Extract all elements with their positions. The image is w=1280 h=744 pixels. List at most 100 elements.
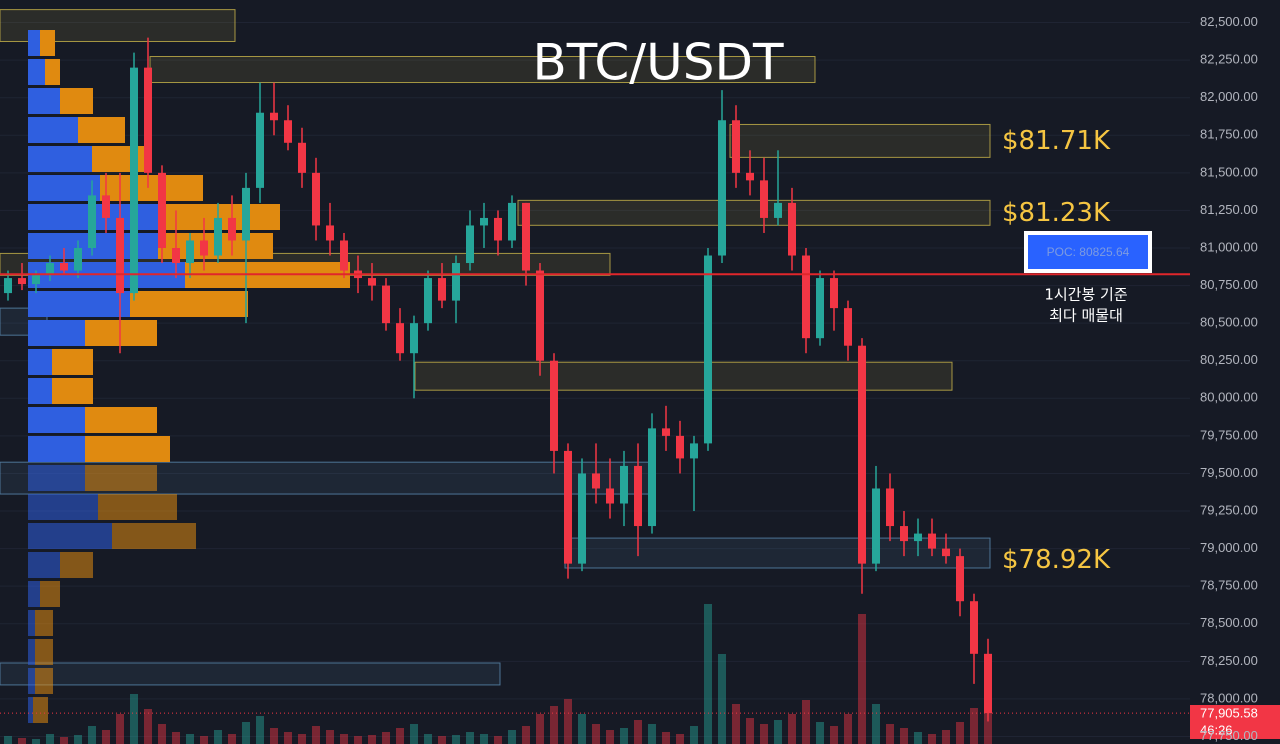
- profile-sell: [35, 668, 53, 694]
- y-tick-label: 79,500.00: [1200, 465, 1258, 480]
- profile-buy: [28, 494, 98, 520]
- profile-buy: [28, 378, 52, 404]
- profile-buy: [28, 59, 45, 85]
- candle-body: [942, 548, 950, 557]
- candle-body: [242, 187, 250, 241]
- candle-body: [46, 263, 54, 276]
- volume-bar: [298, 734, 306, 744]
- overlay: $81.71K $81.23K $78.92K POC: 80825.64 1시간봉 기…: [0, 126, 1280, 739]
- volume-bar: [466, 732, 474, 744]
- volume-bar: [788, 714, 796, 744]
- volume-bar: [550, 706, 558, 744]
- profile-buy: [28, 465, 85, 491]
- profile-buy: [28, 88, 60, 114]
- y-tick-label: 80,500.00: [1200, 315, 1258, 330]
- profile-buy: [28, 697, 33, 723]
- candles: [4, 37, 992, 722]
- volume-bar: [396, 728, 404, 744]
- y-tick-label: 81,500.00: [1200, 164, 1258, 179]
- candle-body: [704, 255, 712, 444]
- poc-note: 1시간봉 기준: [1044, 286, 1128, 304]
- profile-sell: [85, 436, 170, 462]
- profile-sell: [100, 175, 203, 201]
- profile-buy: [28, 320, 85, 346]
- y-tick-label: 78,750.00: [1200, 578, 1258, 593]
- volume-bar: [606, 730, 614, 744]
- candle-body: [130, 67, 138, 294]
- y-tick-label: 82,500.00: [1200, 14, 1258, 29]
- volume-bar: [340, 734, 348, 744]
- volume: [4, 604, 992, 744]
- volume-bar: [984, 704, 992, 744]
- candle-body: [186, 240, 194, 264]
- volume-bar: [900, 728, 908, 744]
- volume-bar: [480, 734, 488, 744]
- volume-bar: [648, 724, 656, 744]
- zone: [0, 662, 501, 686]
- profile-buy: [28, 436, 85, 462]
- level-label: $81.71K: [1002, 126, 1111, 156]
- profile-buy: [28, 523, 112, 549]
- volume-bar: [158, 724, 166, 744]
- volume-bar: [102, 730, 110, 744]
- candle-body: [368, 278, 376, 286]
- level-label: $78.92K: [1002, 545, 1111, 575]
- volume-bar: [354, 736, 362, 744]
- candle-body: [536, 270, 544, 361]
- volume-bar: [326, 730, 334, 744]
- profile-buy: [28, 639, 35, 665]
- y-tick-label: 78,250.00: [1200, 653, 1258, 668]
- candle-body: [18, 278, 26, 285]
- volume-bar: [816, 722, 824, 744]
- candle-body: [620, 465, 628, 504]
- candle-body: [648, 428, 656, 527]
- volume-bar: [4, 736, 12, 744]
- candle-body: [746, 172, 754, 181]
- current-price-box: [1190, 705, 1280, 739]
- profile-sell: [35, 610, 53, 636]
- candle-body: [480, 217, 488, 226]
- candle-body: [4, 278, 12, 294]
- volume-bar: [774, 720, 782, 744]
- profile-sell: [78, 117, 125, 143]
- candle-body: [396, 323, 404, 354]
- volume-bar: [438, 736, 446, 744]
- countdown: 46:26: [1200, 722, 1233, 737]
- y-tick-label: 79,250.00: [1200, 502, 1258, 517]
- candle-body: [984, 653, 992, 714]
- candle-body: [718, 120, 726, 256]
- volume-bar: [284, 732, 292, 744]
- candle-body: [886, 488, 894, 527]
- profile-sell: [92, 146, 150, 172]
- profile-buy: [28, 146, 92, 172]
- poc-box: [1024, 231, 1152, 273]
- volume-bar: [676, 734, 684, 744]
- volume-bar: [886, 724, 894, 744]
- chart-title: BTC/USDT: [532, 34, 784, 92]
- y-tick-label: 77,750.00: [1200, 728, 1258, 743]
- poc-note: 최다 매물대: [1049, 307, 1123, 325]
- candle-body: [816, 278, 824, 339]
- profile-sell: [85, 465, 157, 491]
- y-tick-label: 81,250.00: [1200, 202, 1258, 217]
- volume-bar: [844, 714, 852, 744]
- candle-body: [872, 488, 880, 564]
- volume-bar: [200, 736, 208, 744]
- volume-bar: [732, 704, 740, 744]
- candle-body: [88, 195, 96, 248]
- candle-body: [858, 345, 866, 564]
- profile-sell: [165, 204, 280, 230]
- profile-sell: [98, 494, 177, 520]
- profile-sell: [52, 349, 93, 375]
- profile-sell: [60, 88, 93, 114]
- candle-body: [662, 428, 670, 436]
- zone: [564, 537, 991, 569]
- volume-bar: [46, 734, 54, 744]
- profile-buy: [28, 291, 130, 317]
- y-tick-label: 80,000.00: [1200, 390, 1258, 405]
- volume-bar: [760, 724, 768, 744]
- volume-bar: [144, 709, 152, 744]
- candle-body: [802, 255, 810, 339]
- volume-bar: [802, 700, 810, 744]
